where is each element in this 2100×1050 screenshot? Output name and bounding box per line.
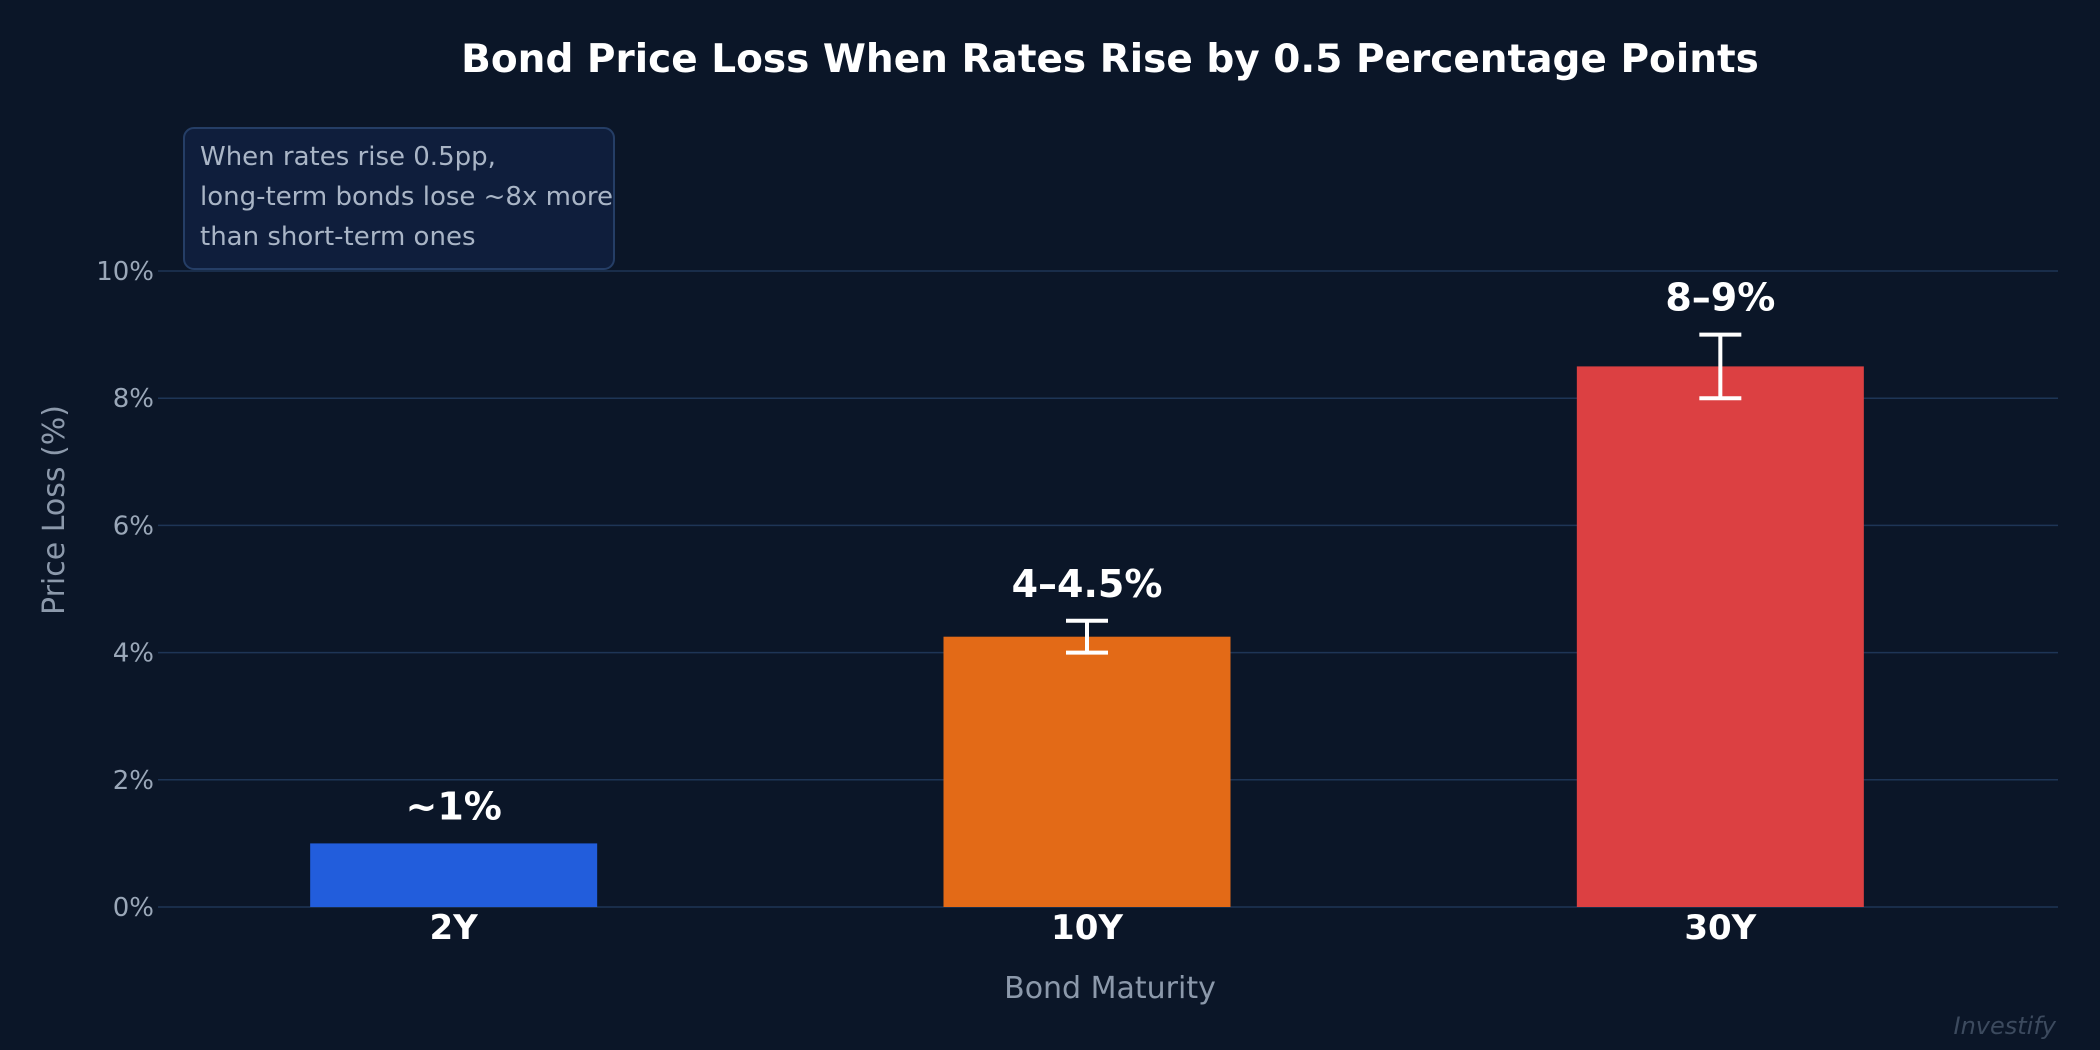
data-label-30y: 8–9%: [1665, 276, 1775, 320]
x-tick-label-2y: 2Y: [430, 908, 479, 948]
error-bars: [1066, 332, 1742, 655]
annotation-line: long-term bonds lose ~8x more: [200, 182, 613, 212]
y-tick-label: 2%: [113, 766, 154, 796]
annotation-line: When rates rise 0.5pp,: [200, 142, 496, 172]
watermark: Investify: [1954, 1012, 2057, 1040]
x-axis-label: Bond Maturity: [1004, 971, 1216, 1006]
annotation-line: than short-term ones: [200, 222, 476, 252]
annotation-box: When rates rise 0.5pp, long-term bonds l…: [183, 127, 615, 270]
y-tick-label: 10%: [96, 257, 154, 287]
bar-10y: [943, 636, 1231, 907]
error-bar-30y: [1699, 332, 1742, 401]
error-bar-10y: [1066, 618, 1108, 655]
data-labels: ~1% 4–4.5% 8–9%: [405, 276, 1775, 829]
bar-2y: [310, 843, 598, 907]
annotation-background: [183, 127, 615, 270]
x-axis-categories: 2Y 10Y 30Y: [430, 908, 1757, 948]
y-tick-label: 0%: [113, 893, 154, 923]
x-tick-label-10y: 10Y: [1051, 908, 1123, 948]
y-tick-label: 6%: [113, 511, 154, 541]
chart-title: Bond Price Loss When Rates Rise by 0.5 P…: [461, 37, 1759, 82]
bar-30y: [1576, 366, 1864, 907]
bars: [310, 366, 1864, 907]
y-axis-ticks: 0% 2% 4% 6% 8% 10%: [96, 257, 154, 923]
data-label-2y: ~1%: [405, 784, 501, 828]
y-axis-label: Price Loss (%): [37, 405, 72, 615]
x-tick-label-30y: 30Y: [1684, 908, 1756, 948]
y-tick-label: 8%: [113, 384, 154, 414]
y-tick-label: 4%: [113, 639, 154, 669]
data-label-10y: 4–4.5%: [1012, 562, 1163, 606]
